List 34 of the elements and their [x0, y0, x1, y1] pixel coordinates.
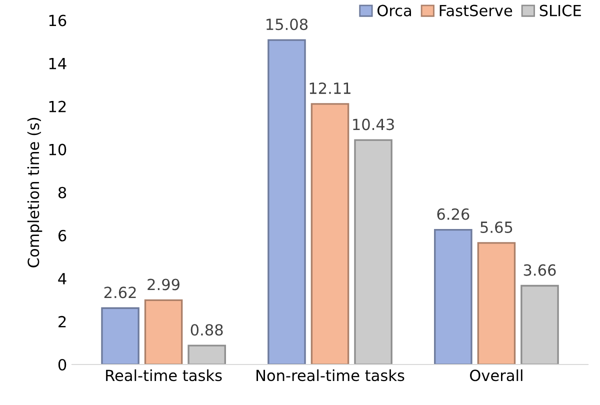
y-tick-label: 10: [49, 144, 66, 156]
data-label: 15.08: [266, 18, 308, 30]
y-tick-label: 12: [49, 100, 66, 112]
data-label: 2.62: [104, 286, 136, 298]
bar: [310, 103, 350, 364]
y-axis-title: Completion time (s): [27, 118, 42, 268]
data-label: 6.26: [437, 208, 470, 220]
bar: [144, 299, 183, 364]
bar: [520, 284, 559, 364]
y-tick-label: 0: [58, 358, 66, 371]
bar: [101, 307, 140, 364]
y-tick-label: 8: [58, 186, 66, 198]
bar: [477, 242, 516, 364]
x-tick-label: Non-real-time tasks: [256, 369, 404, 382]
data-label: 12.11: [310, 82, 350, 94]
y-tick-label: 6: [58, 230, 66, 242]
legend-label: FastServe: [440, 4, 512, 16]
bar: [188, 344, 226, 364]
y-tick-label: 14: [49, 58, 66, 70]
legend-label: SLICE: [540, 4, 581, 16]
data-label: 5.65: [480, 221, 512, 234]
y-tick-label: 16: [49, 14, 66, 26]
bar: [268, 39, 306, 364]
bar: [354, 139, 392, 364]
y-tick-label: 2: [58, 316, 66, 328]
data-label: 3.66: [524, 264, 556, 276]
y-tick-label: 4: [58, 273, 66, 284]
data-label: 0.88: [190, 324, 223, 336]
x-tick-label: Real-time tasks: [106, 369, 222, 382]
bar: [434, 228, 472, 364]
data-label: 2.99: [148, 278, 180, 290]
legend-label: Orca: [378, 4, 411, 16]
x-tick-label: Overall: [470, 369, 522, 382]
data-label: 10.43: [353, 118, 394, 130]
